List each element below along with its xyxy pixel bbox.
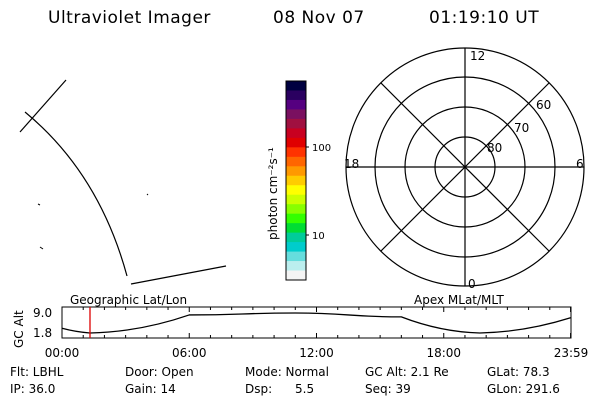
gain-readout: Gain: 14: [125, 382, 176, 396]
colorbar-segment: [286, 90, 306, 101]
colorbar-segment: [286, 147, 306, 158]
colorbar-segment: [286, 128, 306, 139]
meridian-line: [19, 79, 67, 133]
colorbar-segment: [286, 185, 306, 196]
colorbar-tick-label-100: 100: [312, 143, 331, 154]
colorbar-segment: [286, 223, 306, 234]
colorbar-tick-label-10: 10: [312, 231, 325, 242]
colorbar-segment: [286, 81, 306, 91]
geographic-image-panel: [19, 79, 227, 285]
ip-readout: IP: 36.0: [10, 382, 56, 396]
colorbar-segment: [286, 261, 306, 272]
geographic-coords-label: Geographic Lat/Lon: [70, 293, 188, 307]
altitude-curve: [61, 312, 571, 334]
timeline-ytick-1-8: 1.8: [33, 326, 52, 340]
colorbar-segment: [286, 213, 306, 224]
colorbar-segment: [286, 109, 306, 120]
apex-coords-label: Apex MLat/MLT: [414, 293, 504, 307]
colorbar-segment: [286, 232, 306, 243]
colorbar-unit-label: photon cm⁻²s⁻¹: [266, 147, 280, 240]
colorbar-segment: [286, 118, 306, 129]
door-readout: Door: Open: [125, 365, 194, 379]
colorbar-segment: [286, 270, 306, 281]
colorbar-segment: [286, 156, 306, 167]
timeline-xtick-0000: 00:00: [45, 346, 80, 360]
altitude-timeline: GC Alt 9.0 1.8 00:00 06:00 12:00 18:00 2…: [12, 306, 589, 360]
coastline-fragment: [37, 203, 41, 206]
mlt-label-6: 6: [576, 157, 584, 171]
timeline-xtick-1200: 12:00: [299, 346, 334, 360]
polar-plot: 12 18 6 0 60 70 80: [344, 47, 585, 290]
timeline-ytick-9: 9.0: [33, 306, 52, 320]
coastline-fragment: [146, 193, 149, 196]
colorbar-segment: [286, 99, 306, 110]
mlat-label-70: 70: [514, 121, 529, 135]
colorbar-frame: [285, 80, 307, 281]
colorbar-segment: [286, 166, 306, 177]
colorbar-segment: [286, 242, 306, 253]
timeline-ticks: [61, 307, 572, 338]
colorbar: 100 10 photon cm⁻²s⁻¹: [266, 80, 331, 281]
mlat-label-80: 80: [487, 141, 502, 155]
dsp-readout: Dsp: 5.5: [245, 382, 315, 396]
timeline-xtick-0600: 06:00: [172, 346, 207, 360]
orbit-track-line: [130, 265, 227, 285]
colorbar-segment: [286, 175, 306, 186]
seq-readout: Seq: 39: [365, 382, 411, 396]
colorbar-segment: [286, 204, 306, 215]
timeline-xtick-1800: 18:00: [426, 346, 461, 360]
instrument-title: Ultraviolet Imager: [48, 8, 211, 28]
limb-arc: [24, 111, 128, 277]
mode-readout: Mode: Normal: [245, 365, 329, 379]
glat-readout: GLat: 78.3: [487, 365, 550, 379]
mlt-label-18: 18: [344, 157, 359, 171]
colorbar-segment: [286, 251, 306, 262]
coastline-fragment: [39, 246, 44, 250]
colorbar-segment: [286, 194, 306, 205]
date-label: 08 Nov 07: [273, 8, 365, 28]
timeline-xtick-2359: 23:59: [554, 346, 589, 360]
colorbar-segment: [286, 137, 306, 148]
mlt-label-12: 12: [470, 49, 485, 63]
time-label: 01:19:10 UT: [429, 8, 540, 28]
glon-readout: GLon: 291.6: [487, 382, 560, 396]
gc-alt-readout: GC Alt: 2.1 Re: [365, 365, 449, 379]
mlat-label-60: 60: [536, 98, 551, 112]
mlt-diagonal-line: [380, 82, 550, 252]
colorbar-gradient: [286, 81, 306, 281]
timeline-axis-label: GC Alt: [12, 310, 26, 348]
filter-readout: Flt: LBHL: [10, 365, 64, 379]
mlt-label-0: 0: [468, 277, 476, 290]
